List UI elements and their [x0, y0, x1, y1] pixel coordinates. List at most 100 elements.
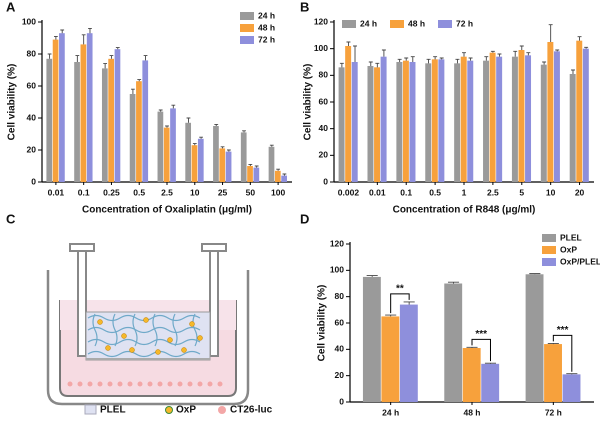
- legend-label: 48 h: [258, 22, 275, 32]
- error-bar: [353, 45, 357, 62]
- error-bar: [109, 55, 114, 59]
- bar: [496, 56, 503, 182]
- x-tick-label: 1: [462, 187, 467, 197]
- bar: [374, 67, 381, 182]
- bar: [101, 68, 108, 182]
- error-bar: [410, 56, 415, 62]
- y-tick-label: 40: [335, 344, 345, 354]
- error-bar: [403, 301, 415, 305]
- error-bar: [88, 27, 92, 34]
- y-tick-label: 100: [314, 43, 328, 53]
- x-axis-label: Concentration of Oxaliplatin (μg/ml): [82, 205, 252, 216]
- legend-label: 72 h: [258, 34, 275, 44]
- bar: [483, 60, 490, 182]
- bar: [191, 145, 198, 182]
- error-bar: [426, 58, 431, 64]
- error-bar: [346, 41, 351, 46]
- bar: [142, 60, 149, 182]
- bar: [402, 60, 409, 182]
- bar: [462, 348, 481, 402]
- bar: [362, 276, 381, 402]
- error-bar: [214, 123, 219, 126]
- significance-label: ***: [557, 325, 569, 336]
- y-tick-label: 120: [314, 16, 328, 26]
- y-axis-label: Cell viability (%): [303, 64, 314, 141]
- y-tick-label: 80: [319, 70, 329, 80]
- error-bar: [566, 373, 578, 375]
- legend-swatch: [84, 404, 97, 415]
- bar: [481, 363, 500, 402]
- error-bar: [186, 117, 191, 123]
- error-bar: [404, 57, 409, 61]
- bar: [409, 62, 416, 182]
- x-axis-label: Concentration of R848 (μg/ml): [393, 205, 536, 216]
- legend-swatch: [542, 234, 556, 242]
- error-bar: [542, 61, 547, 65]
- x-tick-label: 0.5: [133, 187, 145, 197]
- significance-bracket: [471, 338, 491, 362]
- bar: [247, 166, 253, 182]
- error-bar: [397, 58, 402, 62]
- error-bar: [584, 46, 589, 49]
- error-bar: [466, 346, 478, 349]
- y-tick-label: 0: [323, 176, 328, 186]
- y-axis-label: Cell viability (%): [317, 285, 328, 362]
- error-bar: [484, 362, 497, 364]
- error-bar: [220, 146, 225, 149]
- legend-label: CT26-luc: [230, 405, 273, 416]
- error-bar: [433, 56, 438, 60]
- bar: [345, 46, 352, 182]
- error-bar: [137, 79, 142, 82]
- bar: [185, 122, 192, 182]
- y-tick-label: 20: [319, 150, 329, 160]
- legend-swatch: [542, 258, 556, 266]
- error-bar: [226, 149, 231, 152]
- error-bar: [497, 53, 502, 57]
- error-bar: [171, 104, 176, 109]
- x-tick-label: 0.002: [338, 187, 360, 197]
- legend-swatch: [240, 24, 254, 32]
- x-tick-label: 5: [519, 187, 524, 197]
- significance-label: **: [396, 284, 404, 295]
- bar: [219, 148, 226, 182]
- x-tick-label: 0.1: [400, 187, 412, 197]
- error-bar: [375, 62, 380, 68]
- legend-swatch: [438, 20, 452, 28]
- error-bar: [53, 35, 58, 40]
- legend-swatch: [240, 36, 254, 44]
- bar: [338, 67, 345, 182]
- y-tick-label: 0: [339, 396, 344, 406]
- bar: [544, 344, 562, 402]
- y-tick-label: 60: [319, 96, 329, 106]
- y-tick-label: 60: [27, 80, 37, 90]
- error-bar: [529, 273, 541, 275]
- error-bar: [60, 29, 65, 34]
- bar: [553, 51, 560, 183]
- bar: [525, 55, 532, 183]
- y-tick-label: 0: [31, 176, 36, 186]
- y-tick-label: 60: [335, 317, 345, 327]
- y-tick-label: 80: [27, 48, 37, 58]
- error-bar: [490, 50, 495, 53]
- error-bar: [455, 58, 460, 64]
- error-bar: [519, 45, 524, 50]
- bar: [576, 40, 583, 182]
- bar: [86, 33, 93, 183]
- bar: [129, 94, 136, 182]
- bar: [467, 60, 474, 182]
- bar: [274, 170, 281, 182]
- legend-label: PLEL: [560, 232, 582, 242]
- bar: [396, 62, 403, 182]
- error-bar: [447, 281, 460, 284]
- bar: [281, 175, 287, 182]
- error-bar: [248, 163, 253, 166]
- bar: [525, 274, 544, 402]
- bar: [540, 64, 547, 182]
- bar: [367, 66, 374, 182]
- bar: [511, 56, 518, 182]
- bar: [136, 81, 142, 182]
- bar: [114, 49, 121, 183]
- bar: [438, 59, 445, 183]
